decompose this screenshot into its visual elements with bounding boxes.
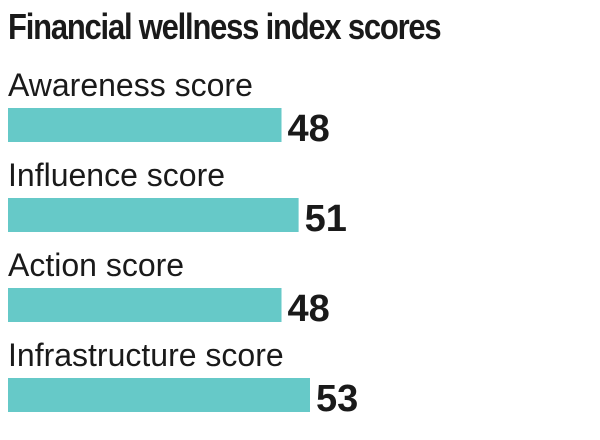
value-label: 48 xyxy=(288,288,330,330)
category-label: Action score xyxy=(8,247,184,283)
category-label: Infrastructure score xyxy=(8,337,284,373)
bar xyxy=(8,288,282,322)
category-label: Awareness score xyxy=(8,67,253,103)
bar xyxy=(8,198,299,232)
bar xyxy=(8,108,282,142)
value-label: 51 xyxy=(305,198,347,240)
chart-title: Financial wellness index scores xyxy=(8,6,442,47)
bar xyxy=(8,378,310,412)
category-label: Influence score xyxy=(8,157,225,193)
value-label: 53 xyxy=(316,378,358,420)
value-label: 48 xyxy=(288,108,330,150)
